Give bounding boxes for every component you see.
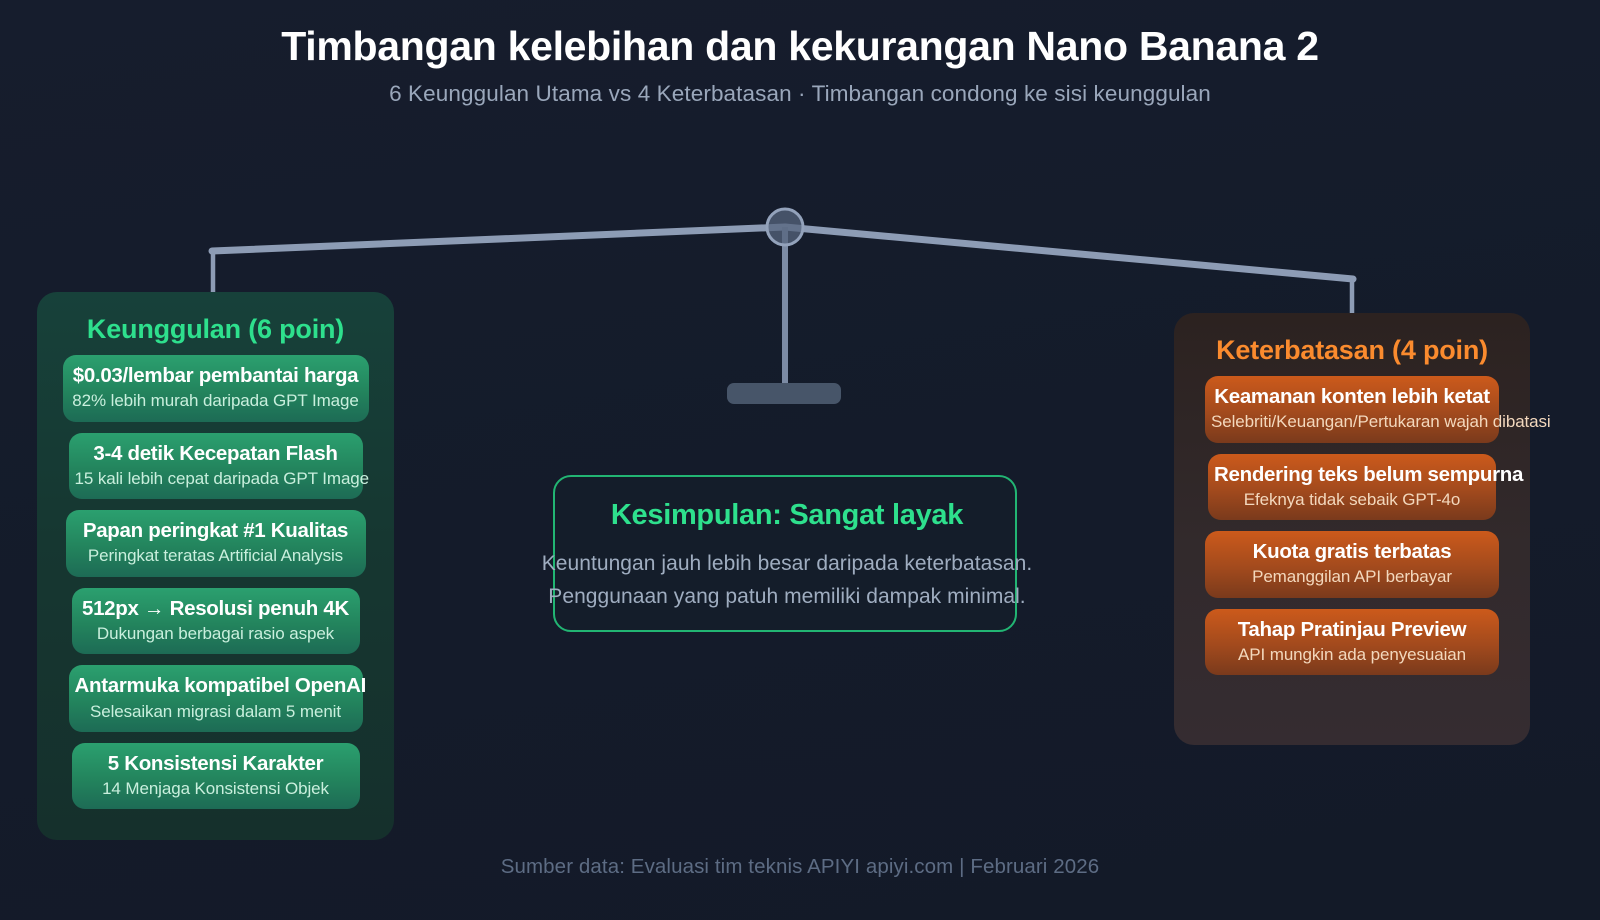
pros-item-3-sub: Peringkat teratas Artificial Analysis bbox=[87, 546, 344, 566]
pros-item-2-title: 3-4 detik Kecepatan Flash bbox=[93, 441, 338, 465]
header: Timbangan kelebihan dan kekurangan Nano … bbox=[0, 22, 1600, 107]
conclusion-line-1: Keuntungan jauh lebih besar daripada ket… bbox=[541, 552, 1033, 575]
cons-item-3[interactable]: Kuota gratis terbatas Pemanggilan API be… bbox=[1205, 531, 1499, 598]
beam-arm-right bbox=[781, 223, 1357, 283]
cons-item-3-title: Kuota gratis terbatas bbox=[1252, 540, 1452, 564]
cons-item-1-sub: Selebriti/Keuangan/Pertukaran wajah diba… bbox=[1211, 412, 1551, 432]
pros-item-3-title: Papan peringkat #1 Kualitas bbox=[82, 519, 349, 543]
pros-item-6-title: 5 Konsistensi Karakter bbox=[107, 751, 324, 775]
pros-item-1-title: $0.03/lembar pembantai harga bbox=[72, 364, 359, 387]
cons-item-4-title: Tahap Pratinjau Preview bbox=[1237, 617, 1467, 641]
pros-item-1-sub: 82% lebih murah daripada GPT Image bbox=[72, 391, 359, 411]
page-subtitle: 6 Keunggulan Utama vs 4 Keterbatasan · T… bbox=[389, 81, 1211, 107]
pros-item-4[interactable]: 512px → Resolusi penuh 4K Dukungan berba… bbox=[71, 587, 360, 655]
pros-panel-heading: Keunggulan (6 poin) bbox=[86, 314, 345, 344]
cons-item-2-sub: Efeknya tidak sebaik GPT-4o bbox=[1243, 489, 1461, 509]
pros-item-1[interactable]: $0.03/lembar pembantai harga 82% lebih m… bbox=[62, 355, 369, 422]
pros-item-6-sub: 14 Menjaga Konsistensi Objek bbox=[102, 779, 329, 799]
conclusion-box: Kesimpulan: Sangat layak Keuntungan jauh… bbox=[542, 475, 1032, 632]
scale-base bbox=[727, 383, 841, 404]
cons-item-2[interactable]: Rendering teks belum sempurna Efeknya ti… bbox=[1208, 453, 1524, 521]
page-title: Timbangan kelebihan dan kekurangan Nano … bbox=[281, 23, 1319, 69]
cons-item-4-sub: API mungkin ada penyesuaian bbox=[1238, 644, 1466, 664]
cons-item-4[interactable]: Tahap Pratinjau Preview API mungkin ada … bbox=[1205, 608, 1499, 676]
pros-item-4-title: 512px → Resolusi penuh 4K bbox=[81, 596, 350, 620]
pros-item-5-title: Antarmuka kompatibel OpenAI bbox=[74, 674, 367, 698]
cons-panel: Keterbatasan (4 poin) Keamanan konten le… bbox=[1174, 313, 1551, 745]
pros-item-4-sub: Dukungan berbagai rasio aspek bbox=[96, 623, 335, 643]
cons-panel-heading: Keterbatasan (4 poin) bbox=[1216, 335, 1488, 365]
conclusion-content: Kesimpulan: Sangat layak Keuntungan jauh… bbox=[435, 499, 1139, 613]
pros-panel: Keunggulan (6 poin) $0.03/lembar pembant… bbox=[37, 292, 394, 840]
pros-item-5[interactable]: Antarmuka kompatibel OpenAI Selesaikan m… bbox=[68, 665, 367, 732]
cons-item-2-title: Rendering teks belum sempurna bbox=[1214, 462, 1524, 486]
cons-item-1-title: Keamanan konten lebih ketat bbox=[1214, 385, 1490, 408]
conclusion-line-2: Penggunaan yang patuh memiliki dampak mi… bbox=[548, 584, 1026, 608]
pros-item-5-sub: Selesaikan migrasi dalam 5 menit bbox=[90, 701, 341, 721]
cons-item-3-sub: Pemanggilan API berbayar bbox=[1252, 567, 1452, 587]
cons-item-1[interactable]: Keamanan konten lebih ketat Selebriti/Ke… bbox=[1205, 376, 1551, 443]
pros-item-2[interactable]: 3-4 detik Kecepatan Flash 15 kali lebih … bbox=[68, 432, 370, 500]
balance-pivot-icon bbox=[765, 207, 805, 247]
conclusion-title: Kesimpulan: Sangat layak bbox=[610, 499, 964, 531]
pros-item-6[interactable]: 5 Konsistensi Karakter 14 Menjaga Konsis… bbox=[71, 742, 360, 810]
source-footer: Sumber data: Evaluasi tim teknis APIYI a… bbox=[500, 855, 1100, 878]
beam-arm-left bbox=[208, 223, 789, 255]
pros-item-2-sub: 15 kali lebih cepat daripada GPT Image bbox=[74, 468, 370, 488]
pros-item-3[interactable]: Papan peringkat #1 Kualitas Peringkat te… bbox=[65, 510, 366, 577]
conclusion-body: Keuntungan jauh lebih besar daripada ket… bbox=[435, 548, 1139, 613]
